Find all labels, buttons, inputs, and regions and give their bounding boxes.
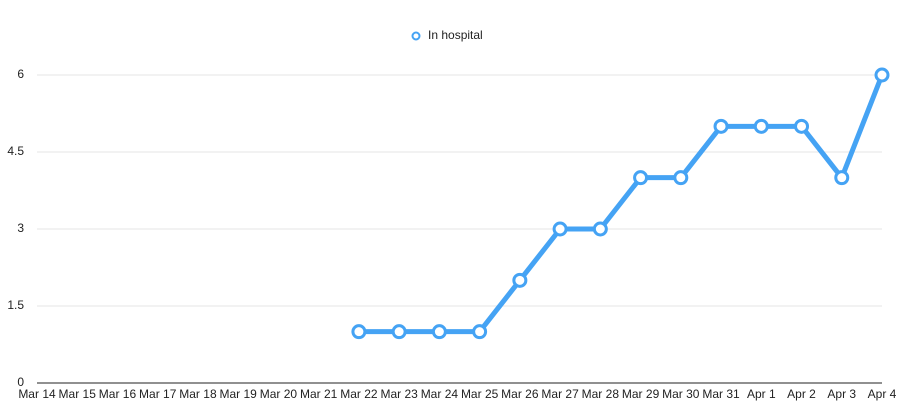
x-tick-label: Apr 4 [868, 387, 897, 401]
legend-marker [411, 31, 421, 41]
legend-label: In hospital [428, 28, 483, 42]
x-tick-label: Mar 30 [662, 387, 700, 401]
data-point [633, 170, 649, 186]
x-tick-label: Mar 26 [501, 387, 539, 401]
y-tick-label: 6 [17, 67, 24, 81]
y-tick-label: 3 [17, 221, 24, 235]
x-tick-label: Mar 14 [18, 387, 56, 401]
data-point [874, 67, 890, 83]
series-line [358, 74, 885, 335]
data-point [753, 118, 769, 134]
data-point [713, 118, 729, 134]
data-point [834, 170, 850, 186]
x-tick-label: Mar 25 [461, 387, 499, 401]
x-tick-label: Mar 19 [220, 387, 258, 401]
y-tick-label: 4.5 [7, 144, 24, 158]
data-point [592, 221, 608, 237]
data-point [472, 324, 488, 340]
x-tick-label: Mar 18 [179, 387, 217, 401]
x-tick-label: Mar 16 [99, 387, 137, 401]
x-tick-label: Mar 21 [300, 387, 338, 401]
x-tick-label: Mar 24 [421, 387, 459, 401]
x-tick-label: Mar 28 [582, 387, 620, 401]
x-tick-label: Mar 23 [380, 387, 418, 401]
x-tick-label: Mar 27 [541, 387, 579, 401]
data-point [431, 324, 447, 340]
x-tick-label: Mar 17 [139, 387, 177, 401]
x-tick-label: Mar 22 [340, 387, 378, 401]
x-tick-label: Mar 15 [59, 387, 97, 401]
x-tick-label: Mar 29 [622, 387, 660, 401]
data-point [351, 324, 367, 340]
data-point [512, 272, 528, 288]
data-point [794, 118, 810, 134]
y-tick-label: 1.5 [7, 298, 24, 312]
x-tick-label: Apr 1 [747, 387, 776, 401]
x-tick-label: Apr 2 [787, 387, 816, 401]
x-tick-label: Mar 20 [260, 387, 298, 401]
x-tick-label: Apr 3 [827, 387, 856, 401]
x-tick-label: Mar 31 [702, 387, 740, 401]
data-point [552, 221, 568, 237]
data-point [673, 170, 689, 186]
y-tick-label: 0 [17, 375, 24, 389]
data-point [391, 324, 407, 340]
